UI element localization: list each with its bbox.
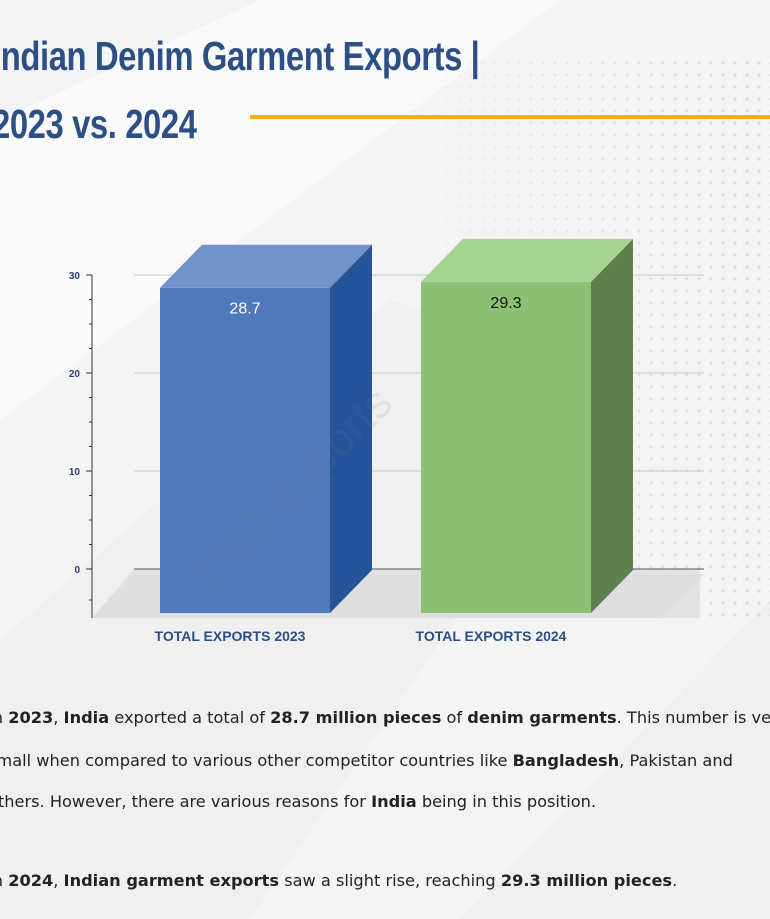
- bar-top: [160, 244, 372, 288]
- page-title: Indian Denim Garment Exports | 2023 vs. …: [0, 22, 480, 158]
- data-label: 28.7: [229, 301, 260, 318]
- bar-chart: 0 10 20 30 28.7 TOTAL EXPORTS 2023 29.3 TOTAL E…: [69, 238, 704, 644]
- y-tick-label: 0: [74, 565, 80, 576]
- y-tick-label: 30: [69, 271, 81, 282]
- bar-top: [421, 238, 633, 282]
- paragraph-2: small when compared to various other com…: [0, 751, 733, 770]
- title-line-1: Indian Denim Garment Exports |: [0, 33, 480, 79]
- title-accent-rule: [250, 115, 770, 119]
- x-category-label: TOTAL EXPORTS 2023: [155, 628, 306, 644]
- bar-side: [330, 244, 372, 614]
- bar-2: [421, 238, 633, 614]
- y-tick-label: 20: [69, 369, 81, 380]
- paragraph-3: others. However, there are various reaso…: [0, 792, 597, 811]
- y-tick-label: 10: [69, 467, 81, 478]
- bar-front: [421, 281, 591, 613]
- x-category-label: TOTAL EXPORTS 2024: [416, 628, 567, 644]
- paragraph-4: In 2024, Indian garment exports saw a sl…: [0, 871, 678, 890]
- title-line-2: 2023 vs. 2024: [0, 101, 197, 147]
- data-label: 29.3: [490, 295, 521, 312]
- paragraph-1: In 2023, India exported a total of 28.7 …: [0, 708, 770, 727]
- bar-1: [160, 244, 372, 614]
- bar-side: [591, 238, 633, 614]
- bar-front: [160, 287, 330, 613]
